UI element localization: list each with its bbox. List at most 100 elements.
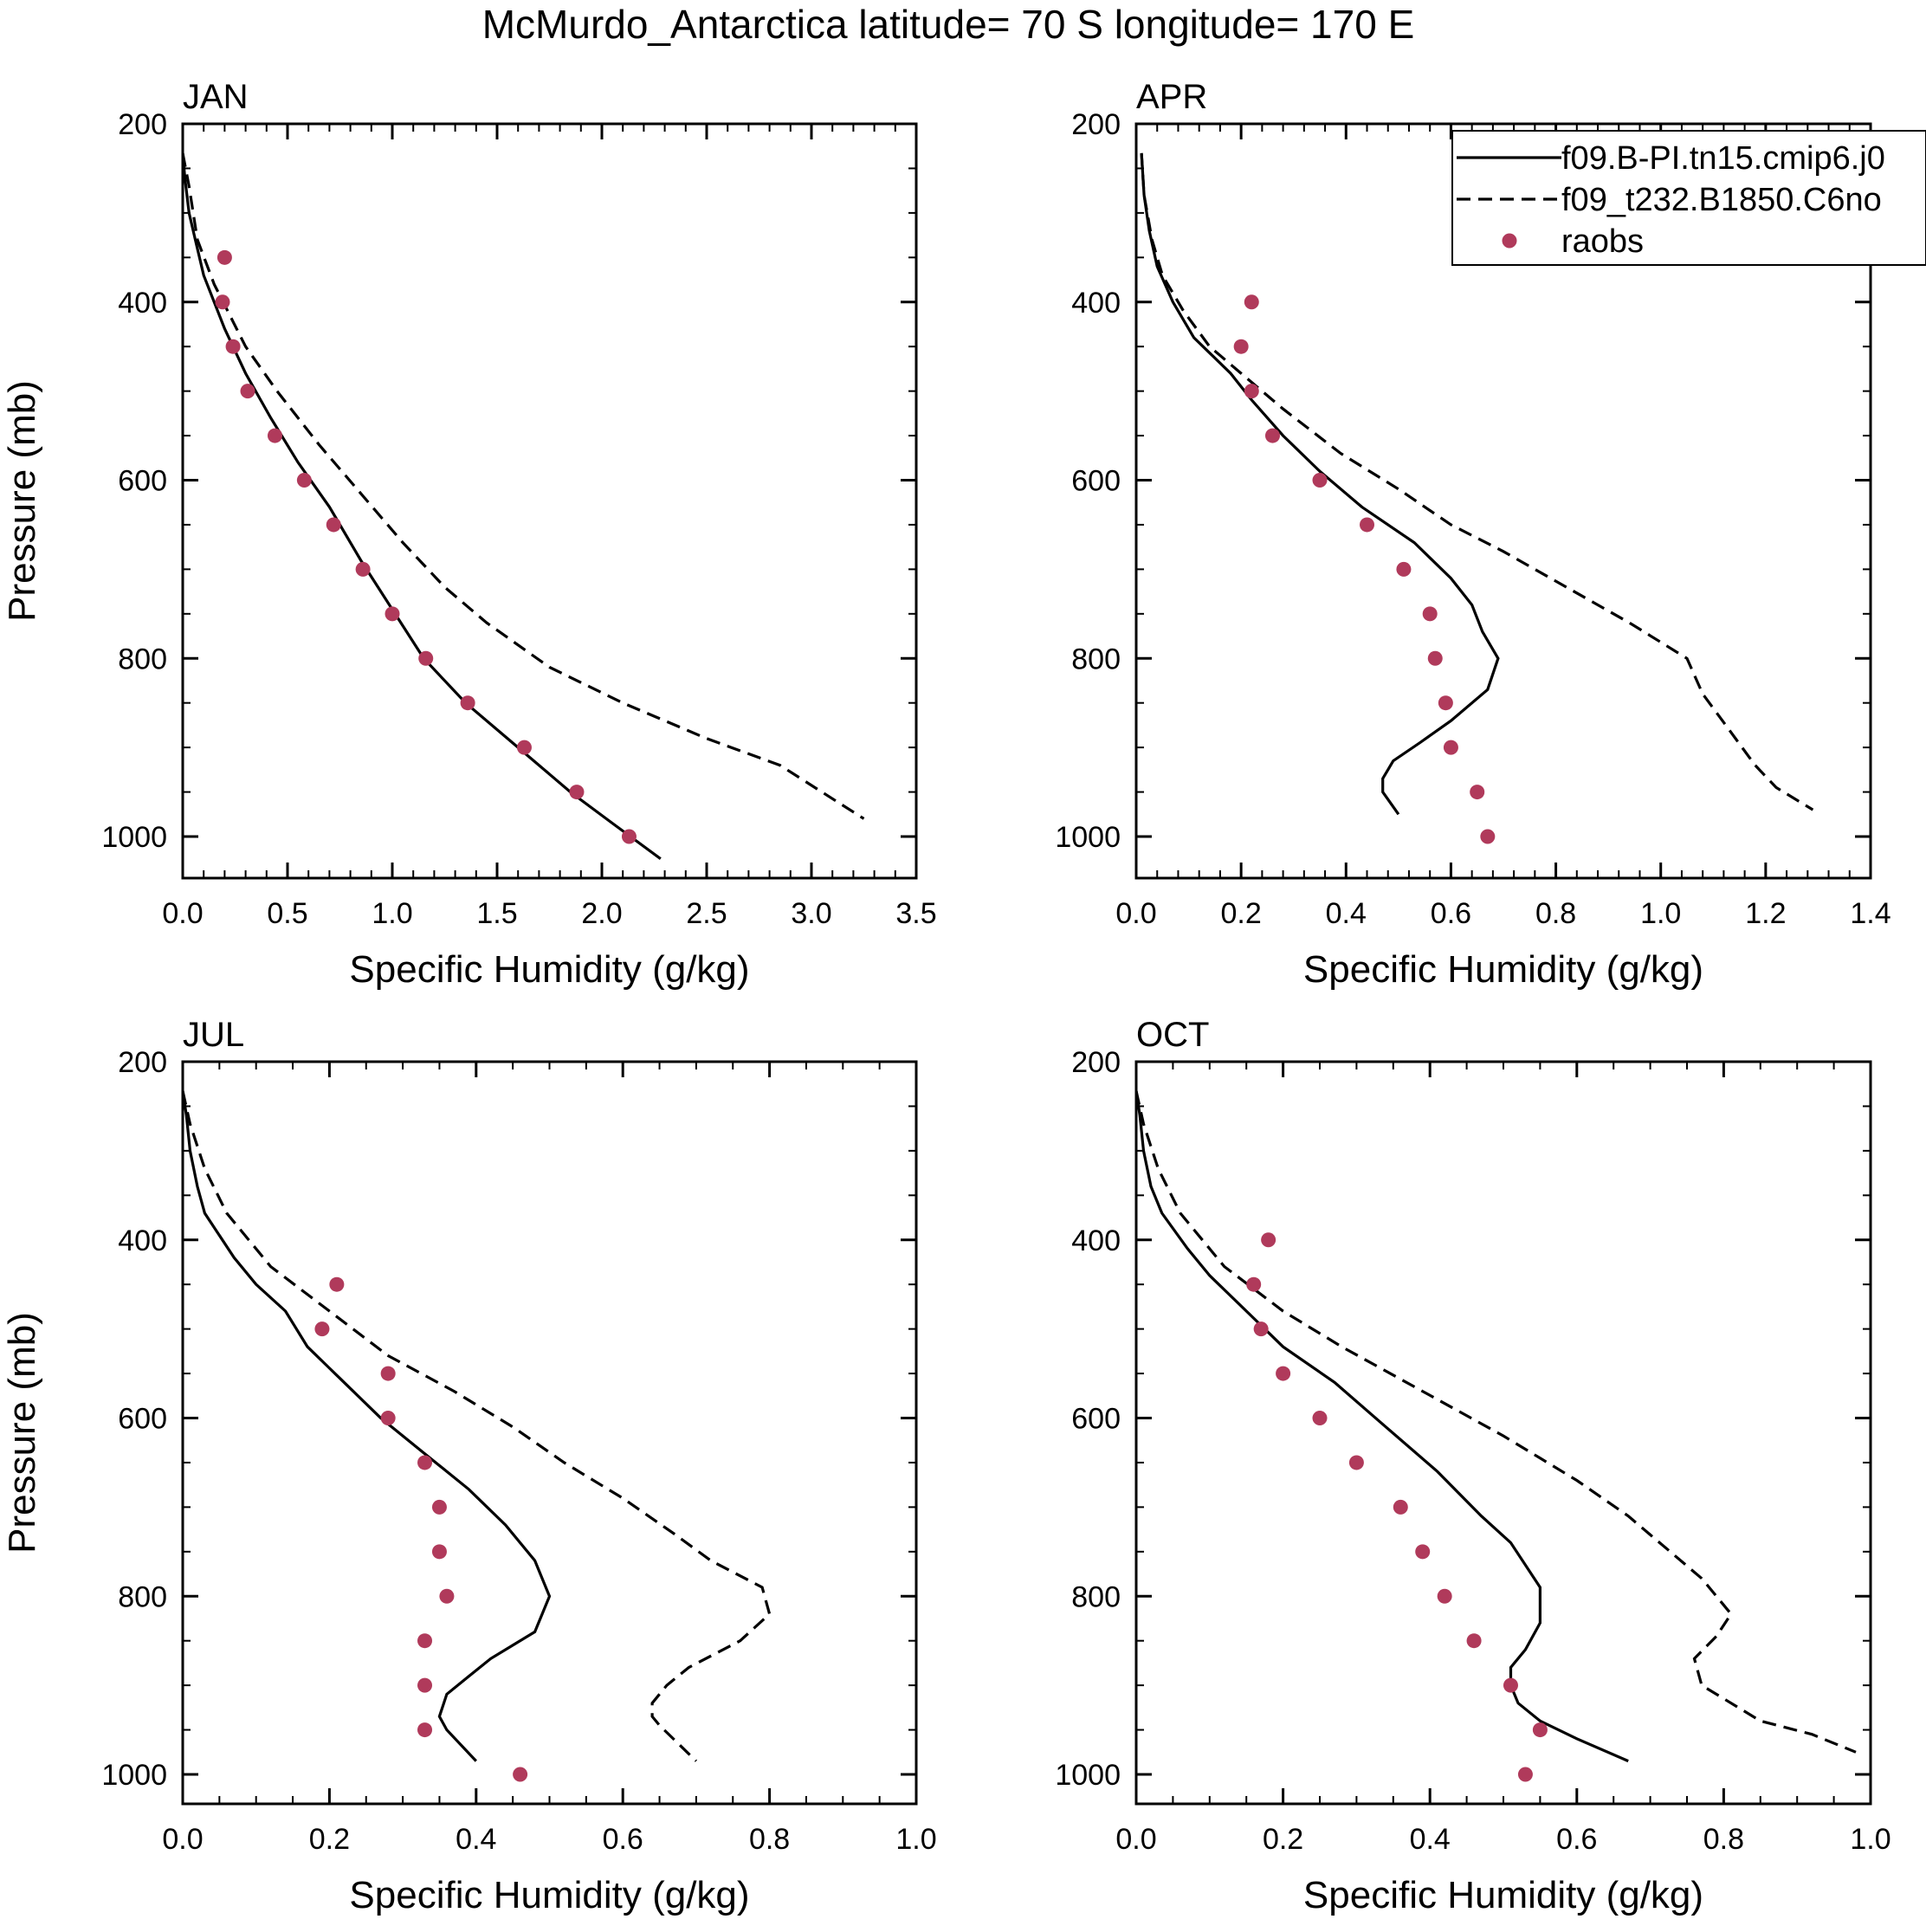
x-tick-label: 0.5	[267, 897, 307, 930]
raobs-point	[1415, 1544, 1431, 1560]
x-axis-title: Specific Humidity (g/kg)	[349, 948, 749, 991]
x-tick-label: 2.5	[686, 897, 727, 930]
x-tick-label: 0.6	[1556, 1823, 1597, 1856]
y-tick-label: 1000	[101, 821, 167, 854]
x-axis-title: Specific Humidity (g/kg)	[1303, 948, 1703, 991]
raobs-point	[217, 249, 232, 265]
x-tick-label: 0.2	[309, 1823, 350, 1856]
raobs-point	[1466, 1633, 1482, 1649]
raobs-point	[329, 1276, 345, 1292]
y-tick-label: 800	[118, 643, 167, 675]
raobs-point	[314, 1321, 330, 1337]
x-tick-label: 0.4	[1326, 897, 1367, 930]
raobs-point	[460, 695, 475, 711]
y-tick-label: 200	[118, 1046, 167, 1079]
y-tick-label: 1000	[1055, 821, 1121, 854]
x-tick-label: 0.6	[603, 1823, 643, 1856]
panels-container: JAN 0.0 0.5 1.0 1.5 2.0 2.5 3.0 3.5 200 400 600 800 1…	[1, 78, 1926, 1916]
x-tick-label: 0.4	[1410, 1823, 1451, 1856]
legend-label: f09.B-PI.tn15.cmip6.j0	[1561, 140, 1885, 177]
x-tick-label: 1.0	[1850, 1823, 1890, 1856]
y-tick-label: 200	[1071, 1046, 1121, 1079]
panel-jul: JUL 0.0 0.2 0.4 0.6 0.8 1.0 200 400 600 800 1000 Spe…	[1, 1016, 937, 1916]
y-axis-title: Pressure (mb)	[1, 380, 43, 622]
legend-marker-dot	[1502, 233, 1517, 249]
raobs-point	[385, 606, 400, 622]
series-line-dashed	[183, 1090, 772, 1762]
series-line-solid	[1136, 1090, 1629, 1763]
series-line-solid	[183, 1090, 552, 1762]
plot-frame	[181, 122, 918, 880]
raobs-point	[1244, 294, 1259, 310]
series-line-solid	[183, 152, 662, 860]
y-tick-label: 600	[118, 465, 167, 498]
x-tick-label: 0.0	[162, 897, 203, 930]
raobs-point	[1276, 1366, 1291, 1381]
raobs-point	[1264, 428, 1280, 443]
raobs-point	[1253, 1321, 1269, 1337]
series-line-solid	[1140, 152, 1500, 816]
raobs-point	[1443, 740, 1458, 755]
raobs-point	[1261, 1232, 1276, 1248]
chart-title: McMurdo_Antarctica latitude= 70 S longit…	[482, 2, 1415, 47]
panel-jan: JAN 0.0 0.5 1.0 1.5 2.0 2.5 3.0 3.5 200 400 600 800 1…	[1, 78, 937, 991]
x-tick-label: 0.0	[162, 1823, 203, 1856]
plot-frame	[1134, 122, 1872, 880]
raobs-point	[380, 1411, 396, 1425]
y-tick-label: 200	[118, 108, 167, 141]
y-tick-label: 400	[118, 1224, 167, 1257]
raobs-point	[1244, 384, 1259, 399]
panel-label: JAN	[183, 78, 249, 116]
y-tick-label: 400	[118, 287, 167, 320]
panel-oct: OCT 0.0 0.2 0.4 0.6 0.8 1.0 200 400 600 800 1000 Spe…	[1055, 1016, 1890, 1916]
raobs-point	[1312, 1411, 1328, 1425]
raobs-point	[417, 1633, 433, 1649]
raobs-point	[1438, 695, 1453, 711]
raobs-point	[439, 1588, 455, 1604]
panel-label: JUL	[183, 1016, 244, 1054]
legend-label: raobs	[1561, 223, 1644, 260]
x-tick-label: 1.5	[476, 897, 517, 930]
y-tick-label: 200	[1071, 108, 1121, 141]
panel-apr: APR 0.0 0.2 0.4 0.6 0.8 1.0 1.2 1.4 200 400 600 800 1…	[1055, 78, 1890, 991]
panel-label: APR	[1136, 78, 1207, 116]
raobs-point	[1427, 650, 1443, 666]
legend: f09.B-PI.tn15.cmip6.j0 f09_t232.B1850.C6n…	[1451, 130, 1926, 266]
y-tick-label: 600	[1071, 465, 1121, 498]
raobs-point	[355, 561, 371, 577]
raobs-point	[267, 428, 282, 443]
raobs-point	[431, 1499, 447, 1515]
x-tick-label: 0.2	[1263, 1823, 1303, 1856]
panel-label: OCT	[1136, 1016, 1209, 1054]
x-tick-label: 1.2	[1745, 897, 1786, 930]
raobs-point	[1393, 1499, 1408, 1515]
raobs-point	[1437, 1588, 1452, 1604]
y-axis-title: Pressure (mb)	[1, 1312, 43, 1554]
y-tick-label: 1000	[1055, 1759, 1121, 1792]
x-tick-label: 0.0	[1115, 897, 1156, 930]
raobs-point	[1470, 785, 1485, 800]
raobs-point	[1517, 1767, 1533, 1782]
raobs-point	[380, 1366, 396, 1381]
raobs-point	[326, 517, 341, 533]
raobs-point	[431, 1544, 447, 1560]
x-tick-label: 0.8	[749, 1823, 790, 1856]
x-tick-label: 0.6	[1431, 897, 1471, 930]
raobs-point	[418, 650, 434, 666]
raobs-point	[296, 473, 312, 488]
raobs-point	[1396, 561, 1412, 577]
plot-frame	[1134, 1060, 1872, 1806]
x-tick-label: 1.0	[895, 1823, 936, 1856]
x-tick-label: 3.0	[791, 897, 831, 930]
x-tick-label: 0.2	[1221, 897, 1262, 930]
raobs-point	[1348, 1455, 1364, 1470]
raobs-point	[1503, 1677, 1518, 1693]
raobs-point	[225, 339, 241, 354]
raobs-point	[1480, 829, 1496, 844]
x-tick-label: 0.8	[1703, 1823, 1744, 1856]
y-tick-label: 800	[1071, 643, 1121, 675]
y-tick-label: 800	[1071, 1580, 1121, 1613]
raobs-point	[569, 785, 585, 800]
raobs-point	[621, 829, 637, 844]
